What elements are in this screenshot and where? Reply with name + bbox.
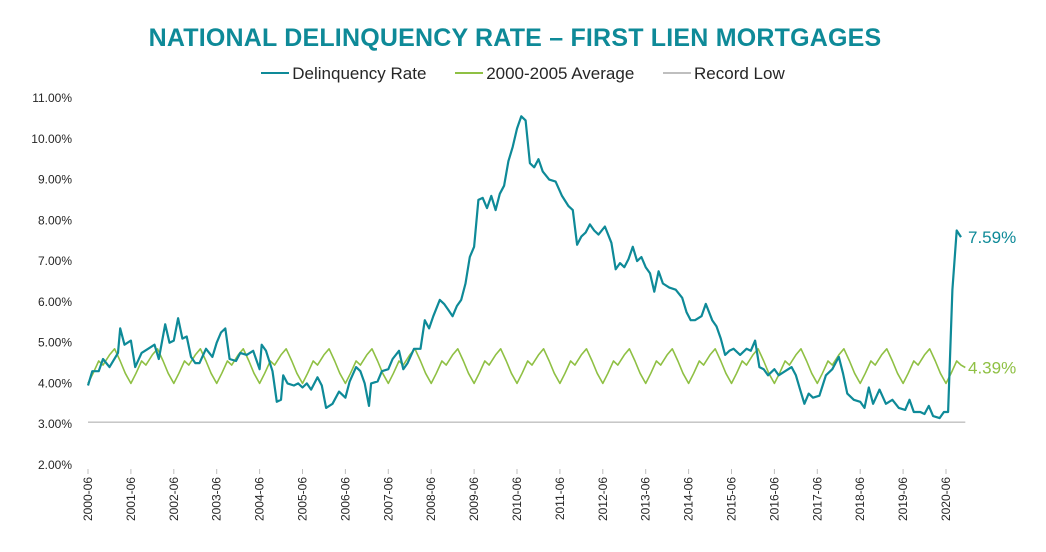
x-tick-label: 2001-06 [124,477,138,521]
chart-title: NATIONAL DELINQUENCY RATE – FIRST LIEN M… [148,24,882,52]
x-tick-label: 2015-06 [725,477,739,521]
average-line [87,347,966,385]
legend: Delinquency Rate 2000-2005 Average Recor… [0,64,1046,84]
y-tick-label: 4.00% [38,376,72,390]
legend-item-delinquency-rate: Delinquency Rate [261,64,426,84]
x-tick-label: 2011-06 [553,477,567,520]
x-tick-label: 2004-06 [253,477,267,521]
series-layer [86,115,966,423]
x-tick-label: 2009-06 [467,477,481,521]
x-axis: 2000-06 2001-06 2002-06 2003-06 2004-06 2005-… [81,469,953,521]
x-tick-label: 2012-06 [596,477,610,521]
x-tick-label: 2019-06 [896,477,910,521]
x-tick-label: 2008-06 [424,477,438,521]
x-tick-label: 2018-06 [853,477,867,521]
y-axis: 2.00% 3.00% 4.00% 5.00% 6.00% 7.00% 8.00% 9.00%… [31,91,72,472]
y-tick-label: 2.00% [38,458,72,472]
legend-swatch-average [455,71,484,74]
average-end-label: 4.39% [968,359,1016,378]
x-tick-label: 2007-06 [381,477,395,521]
delinquency-rate-line [86,115,962,420]
legend-label-record-low: Record Low [694,64,785,83]
legend-item-average: 2000-2005 Average [455,64,634,84]
x-tick-label: 2000-06 [81,477,95,521]
legend-item-record-low: Record Low [663,64,785,84]
x-tick-label: 2014-06 [682,477,696,521]
x-tick-label: 2005-06 [296,477,310,521]
y-tick-label: 11.00% [32,91,72,105]
legend-swatch-record-low [663,71,692,74]
x-tick-label: 2017-06 [810,477,824,521]
legend-label-delinquency-rate: Delinquency Rate [292,64,427,83]
legend-label-average: 2000-2005 Average [486,64,635,83]
y-tick-label: 9.00% [38,173,72,187]
x-tick-label: 2016-06 [767,477,781,521]
y-tick-label: 3.00% [38,417,72,431]
x-tick-label: 2010-06 [510,477,524,521]
y-tick-label: 6.00% [38,295,72,309]
y-tick-label: 5.00% [38,336,72,350]
end-labels: 7.59% 4.39% [968,228,1016,377]
delinquency-end-label: 7.59% [968,228,1016,247]
y-tick-label: 10.00% [31,132,72,146]
x-tick-label: 2013-06 [639,477,653,521]
x-tick-label: 2006-06 [338,477,352,521]
legend-swatch-delinquency-rate [261,71,290,74]
y-tick-label: 7.00% [38,254,72,268]
y-tick-label: 8.00% [38,213,72,227]
x-tick-label: 2020-06 [939,477,953,521]
x-tick-label: 2003-06 [210,477,224,521]
x-tick-label: 2002-06 [167,477,181,521]
